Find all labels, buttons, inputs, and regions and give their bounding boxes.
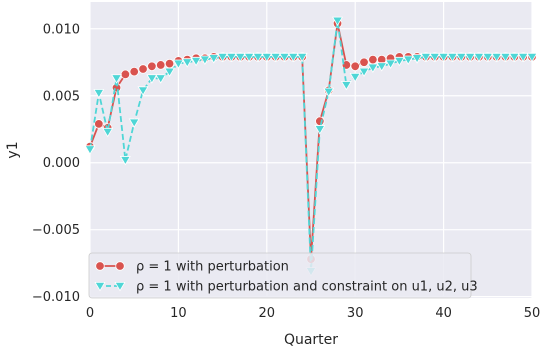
data-point bbox=[155, 74, 167, 84]
data-point bbox=[296, 52, 308, 63]
data-point bbox=[119, 156, 131, 166]
legend-marker bbox=[114, 281, 126, 292]
data-point bbox=[128, 118, 140, 128]
data-point bbox=[473, 52, 485, 63]
legend: ρ = 1 with perturbation ρ = 1 with pertur… bbox=[88, 252, 478, 299]
data-point bbox=[368, 54, 378, 65]
data-point bbox=[464, 52, 476, 63]
data-point bbox=[252, 52, 264, 63]
legend-entry-2: ρ = 1 with perturbation and constraint o… bbox=[94, 280, 478, 295]
y-axis-label: y1 bbox=[5, 141, 21, 158]
legend-entry-1: ρ = 1 with perturbation bbox=[95, 260, 289, 275]
legend-box bbox=[88, 252, 472, 299]
x-axis-label: Quarter bbox=[284, 332, 338, 348]
data-point bbox=[455, 52, 467, 63]
data-point bbox=[429, 52, 441, 63]
x-tick-label: 10 bbox=[170, 306, 187, 321]
data-point bbox=[323, 87, 335, 98]
data-point bbox=[508, 52, 520, 63]
data-point bbox=[181, 58, 193, 68]
data-point bbox=[84, 145, 96, 155]
data-point bbox=[278, 52, 290, 63]
data-point bbox=[164, 58, 175, 69]
data-point bbox=[129, 66, 139, 77]
data-point bbox=[314, 125, 326, 135]
y-tick-label: −0.005 bbox=[32, 223, 80, 238]
series-2 bbox=[84, 16, 538, 277]
data-point bbox=[102, 127, 114, 138]
x-tick-label: 50 bbox=[524, 306, 540, 321]
data-point bbox=[491, 52, 503, 63]
y-tick-label: 0.010 bbox=[43, 22, 80, 37]
data-point bbox=[190, 56, 202, 67]
legend-label: ρ = 1 with perturbation and constraint o… bbox=[136, 280, 478, 295]
data-point bbox=[138, 64, 148, 74]
data-point bbox=[349, 73, 361, 83]
data-point bbox=[93, 89, 105, 99]
data-point bbox=[208, 54, 220, 64]
legend-marker bbox=[95, 261, 105, 271]
x-tick-label: 20 bbox=[259, 306, 276, 321]
data-point bbox=[385, 59, 397, 69]
data-point bbox=[146, 74, 158, 84]
data-point bbox=[517, 52, 529, 63]
legend-entries: ρ = 1 with perturbation ρ = 1 with pertur… bbox=[94, 260, 478, 295]
data-point bbox=[270, 52, 282, 63]
data-point bbox=[243, 52, 255, 63]
data-point bbox=[526, 52, 538, 63]
data-point bbox=[367, 63, 379, 73]
tick-labels: 0 10 20 30 40 50 −0.010 −0.005 0.000 0.005 0.010 bbox=[32, 22, 540, 321]
x-tick-label: 40 bbox=[435, 306, 452, 321]
y-tick-label: −0.010 bbox=[32, 290, 80, 305]
data-point bbox=[393, 56, 405, 67]
data-point bbox=[287, 52, 299, 63]
data-point bbox=[217, 52, 229, 63]
legend-marker bbox=[115, 261, 125, 271]
y-tick-label: 0.005 bbox=[43, 89, 80, 104]
grid-lines bbox=[89, 2, 533, 298]
data-point bbox=[332, 16, 344, 27]
data-point bbox=[420, 52, 432, 63]
data-point bbox=[120, 69, 131, 80]
data-point bbox=[199, 55, 211, 65]
data-point bbox=[147, 61, 157, 71]
data-point bbox=[172, 59, 184, 69]
data-point bbox=[261, 52, 273, 63]
data-point bbox=[350, 61, 360, 71]
data-point bbox=[156, 60, 166, 70]
legend-label: ρ = 1 with perturbation bbox=[136, 260, 289, 275]
data-point bbox=[340, 81, 352, 91]
data-point bbox=[499, 52, 511, 63]
data-point bbox=[137, 86, 149, 96]
y-tick-label: 0.000 bbox=[43, 156, 80, 171]
data-point bbox=[446, 52, 458, 63]
data-point bbox=[358, 67, 370, 77]
legend-marker bbox=[94, 281, 106, 292]
x-tick-label: 0 bbox=[86, 306, 94, 321]
data-point bbox=[234, 52, 246, 63]
data-point bbox=[164, 67, 176, 77]
data-point bbox=[438, 52, 450, 63]
data-point bbox=[315, 116, 325, 126]
data-point bbox=[94, 119, 104, 129]
series-layer bbox=[84, 16, 538, 277]
data-point bbox=[411, 54, 423, 64]
data-point bbox=[376, 62, 388, 72]
data-point bbox=[225, 52, 237, 63]
data-point bbox=[359, 57, 369, 67]
data-point bbox=[111, 74, 123, 84]
data-point bbox=[482, 52, 494, 63]
data-point bbox=[402, 55, 414, 65]
x-tick-label: 30 bbox=[347, 306, 364, 321]
